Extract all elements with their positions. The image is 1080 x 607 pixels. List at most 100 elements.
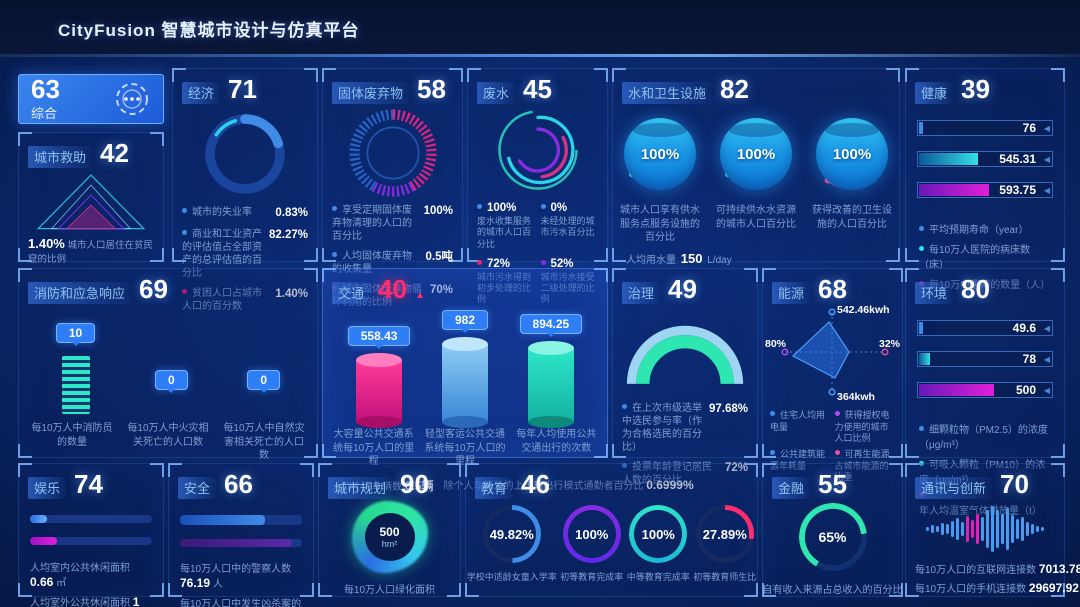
panel-score: 42 (100, 138, 129, 168)
bullet-icon (770, 450, 775, 456)
bullet-icon (182, 229, 187, 235)
bullet-icon (834, 450, 840, 456)
panel-score: 71 (228, 74, 257, 104)
bullet-icon (622, 404, 627, 409)
bullet-icon (332, 206, 337, 211)
waveform-bar (981, 517, 984, 541)
green-area-blob-chart: 500 hm² (351, 501, 428, 573)
panel-title: 能源 (772, 282, 811, 304)
panel-score: 58 (417, 74, 446, 104)
panel-score: 80 (961, 274, 990, 304)
finance-gauge-chart: 65% (798, 503, 867, 571)
panel-wastewater[interactable]: 废水 45 100% 废水收集服务的城市人口百分比 0% 未经处理的城市污水百分比 7… (467, 68, 608, 304)
value-bubble: 894.25 (519, 314, 583, 334)
planning-center-unit: hm² (381, 539, 398, 549)
panel-environment[interactable]: 环境 80 49.6 ◀ 78 ◀ 500 ◀ 细颗粒物（PM2.5）的浓度（μg/m³… (905, 268, 1065, 517)
panel-title: 健康 (915, 82, 954, 104)
waveform-bar (941, 523, 944, 535)
axis-label-bottom: 364kwh (837, 391, 875, 403)
panel-city-relief[interactable]: 城市救助 42 1.40% 城市人口居住在贫民窟的比例 (18, 132, 164, 265)
panel-title: 废水 (477, 82, 516, 104)
waveform-bar (966, 516, 969, 542)
planning-label: 每10万人口绿化面积 (343, 585, 436, 596)
panel-energy[interactable]: 能源 68 542.46kwh 80% 32% 364kwh 住宅人均用电量 获得… (762, 268, 903, 482)
education-donuts: 49.82% 学校中适龄女童入学率 100% 初等教育完成率 100% 中等教育… (465, 505, 758, 583)
app-header: CityFusion 智慧城市设计与仿真平台 (0, 0, 1080, 57)
indoor-slider[interactable] (30, 515, 152, 523)
panel-score: 49 (668, 274, 697, 304)
donut-chart (562, 505, 621, 563)
economy-donut-chart (205, 114, 285, 194)
panel-safety[interactable]: 安全 66 每10万人口中的警察人数 76.19 人 每10万人口中发生凶杀案的数… (168, 463, 314, 607)
panel-title: 娱乐 (28, 477, 67, 499)
bullet-icon (770, 411, 775, 416)
panel-score: 40 (378, 274, 407, 304)
wastewater-rings-chart (497, 110, 578, 190)
panel-score: 46 (521, 469, 550, 499)
value-bubble: 0 (154, 370, 188, 390)
bullet-icon (477, 259, 482, 265)
waveform-bar (1036, 526, 1039, 532)
waveform-bar (1041, 527, 1044, 531)
solid-waste-donut-chart (348, 109, 437, 197)
panel-title: 安全 (178, 477, 217, 499)
panel-finance[interactable]: 金融 55 65% 自有收入来源占总收入的百分比 (762, 463, 903, 597)
bullet-icon (182, 208, 187, 213)
waveform-chart (905, 503, 1065, 555)
liquid-gauge: 100% (816, 118, 888, 190)
up-arrow-icon: ▲ (414, 290, 425, 301)
panel-title: 金融 (772, 477, 811, 499)
waveform-bar (1031, 524, 1034, 534)
outdoor-slider[interactable] (30, 537, 152, 545)
telecom-stats: 每10万人口的互联网连接数 7013.78 个 每10万人口的手机连接数 296… (915, 562, 1080, 595)
finance-label: 自有收入来源占总收入的百分比 (762, 585, 903, 596)
liquid-gauge: 100% (720, 118, 792, 190)
waveform-bar (1021, 517, 1024, 541)
panel-title: 固体废弃物 (332, 82, 410, 104)
waveform-bar (971, 520, 974, 538)
waveform-bar (936, 526, 939, 532)
waveform-bar (1026, 522, 1029, 536)
bullet-icon (919, 226, 924, 231)
panel-score: 69 (139, 274, 168, 304)
panel-title: 通讯与创新 (915, 477, 993, 499)
waveform-bar (976, 514, 979, 544)
bullet-icon (834, 411, 840, 416)
panel-health[interactable]: 健康 39 76 ◀ 545.31 ◀ 593.75 ◀ 平均预期寿命（year） 每1… (905, 68, 1065, 291)
fire-labels: 每10万人中消防员的数量 每10万人中火灾相关死亡的人口数 每10万人中自然灾害… (31, 423, 305, 461)
striped-bar (61, 356, 90, 414)
panel-urban-planning[interactable]: 城市规划 90 500 hm² 每10万人口绿化面积 (318, 463, 461, 597)
cylinder-bar (441, 337, 488, 428)
panel-fire-emergency[interactable]: 消防和应急响应 69 10 0 0 每10万人中消防员的数量 每10万人中火灾相关… (18, 268, 318, 461)
panel-traffic[interactable]: 交通 40 ▲ 558.43 982 894.25 大容量公共交通系统每10万人口的… (322, 268, 694, 493)
panel-entertainment[interactable]: 娱乐 74 人均室内公共休闲面积 0.66 ㎡ 人均室外公共休闲面积 1 ㎡ (18, 463, 164, 607)
panel-title: 教育 (475, 477, 514, 499)
safety-stats: 每10万人口中的警察人数 76.19 人 每10万人口中发生凶杀案的数量 0.9… (180, 564, 302, 607)
composite-label: 综合 (31, 106, 58, 121)
panel-title: 消防和应急响应 (28, 282, 132, 304)
waveform-bar (1016, 519, 1019, 539)
gauge-icon (116, 83, 148, 115)
relief-stat-value: 1.40% (28, 236, 65, 251)
panel-score: 82 (720, 74, 749, 104)
energy-radar-chart: 542.46kwh 80% 32% 364kwh (765, 304, 900, 403)
liquid-gauge: 100% (624, 118, 696, 190)
bullet-icon (919, 426, 924, 431)
composite-value: 63 (31, 74, 60, 104)
panel-title: 城市规划 (328, 477, 393, 499)
value-bubble: 558.43 (347, 326, 411, 346)
entertainment-stats: 人均室内公共休闲面积 0.66 ㎡ 人均室外公共休闲面积 1 ㎡ (30, 563, 140, 607)
panel-telecom-innovation[interactable]: 通讯与创新 70 每10万人口的互联网连接数 7013.78 个 每10万人口的手… (905, 463, 1080, 597)
relief-stat-label: 城市人口居住在贫民窟的比例 (28, 240, 154, 265)
panel-water-sanitation[interactable]: 水和卫生设施 82 100% 城市人口享有供水服务点服务设施的百分比 100% 可… (612, 68, 900, 266)
waveform-bar (991, 506, 994, 552)
panel-composite-score[interactable]: 63 综合 (18, 74, 164, 124)
waveform-bar (956, 518, 959, 540)
panel-score: 68 (818, 274, 847, 304)
panel-education[interactable]: 教育 46 49.82% 学校中适龄女童入学率 100% 初等教育完成率 (465, 463, 758, 597)
water-footer: 人均用水量 150 L/day (626, 250, 732, 266)
panel-economy[interactable]: 经济 71 城市的失业率 0.83% 商业和工业资产的评估值占全部资产的总评估值的百… (172, 68, 318, 312)
value-bubble: 0 (247, 370, 281, 390)
